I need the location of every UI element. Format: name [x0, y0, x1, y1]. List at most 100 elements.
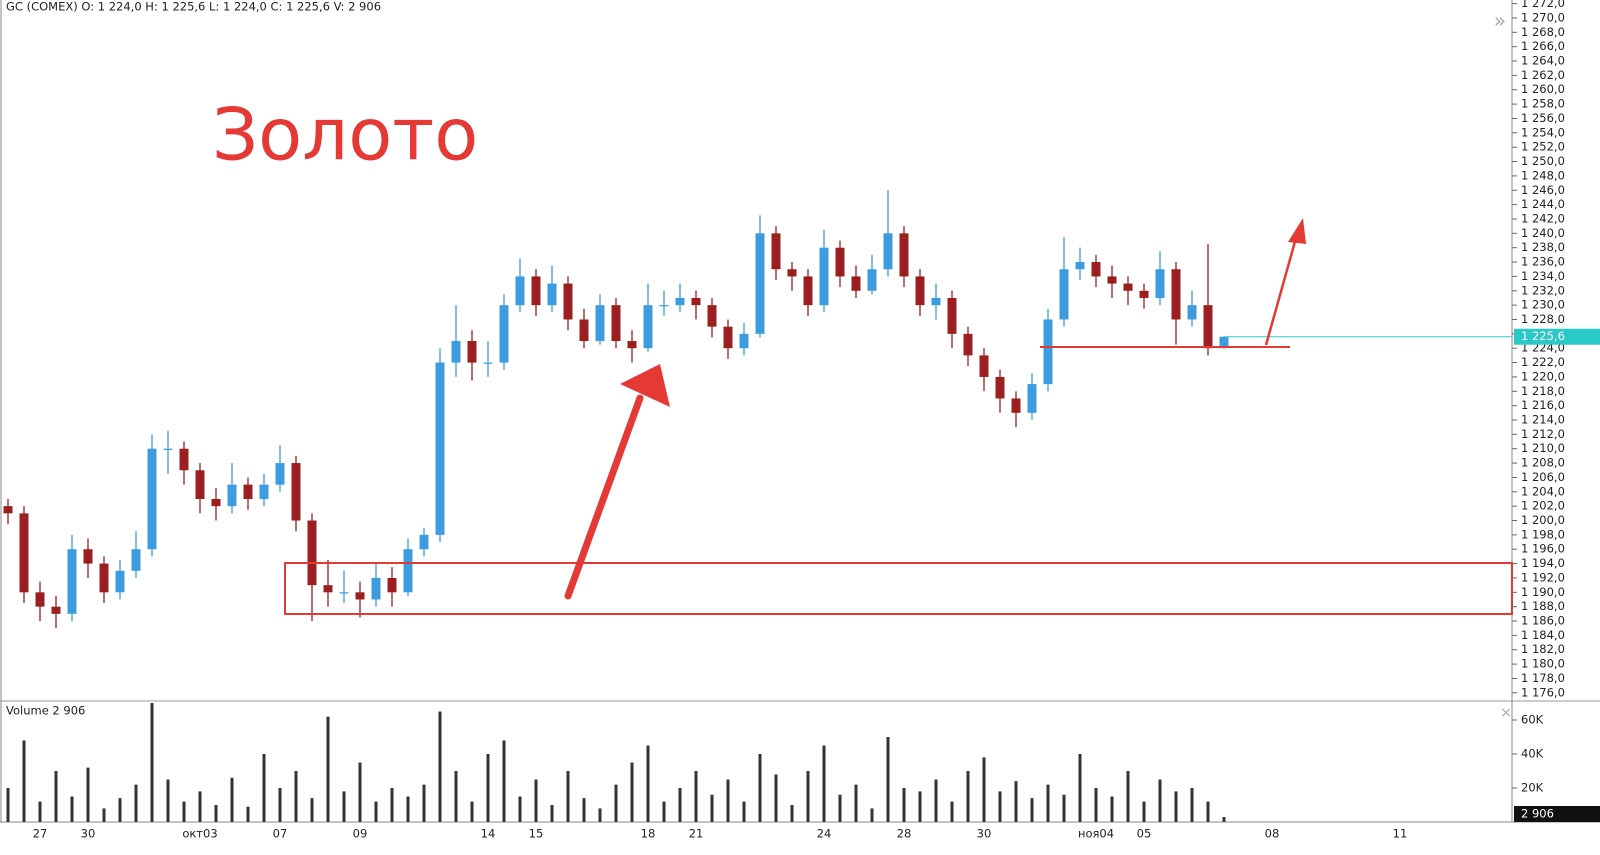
y-tick-label: 1 238,0	[1521, 240, 1565, 254]
x-tick-label: 30	[977, 827, 992, 841]
y-tick-label: 1 244,0	[1521, 197, 1565, 211]
candle-body	[131, 549, 141, 571]
volume-bar	[1174, 791, 1178, 822]
x-tick-label: 18	[641, 827, 656, 841]
candle-body	[563, 283, 573, 320]
x-tick-label: 14	[481, 827, 496, 841]
candle-body	[1075, 262, 1085, 270]
volume-bar	[518, 796, 522, 822]
candle-body	[195, 470, 205, 499]
volume-bar	[294, 771, 298, 822]
x-tick-label: окт03	[182, 827, 217, 841]
y-tick-label: 1 180,0	[1521, 657, 1565, 671]
candle-body	[355, 592, 365, 600]
volume-bar	[694, 771, 698, 822]
volume-bar	[166, 779, 170, 822]
arrow-shaft	[1264, 237, 1298, 346]
y-tick-label: 1 216,0	[1521, 398, 1565, 412]
candle-body	[1203, 305, 1213, 349]
y-tick-label: 1 184,0	[1521, 628, 1565, 642]
volume-bar	[822, 745, 826, 822]
close-icon[interactable]: ×	[1500, 705, 1512, 721]
candle-body	[147, 448, 157, 550]
volume-bar	[1094, 788, 1098, 822]
y-tick-label: 1 214,0	[1521, 413, 1565, 427]
y-tick-label: 1 246,0	[1521, 183, 1565, 197]
candle-body	[867, 269, 877, 291]
candle-body	[627, 341, 637, 349]
candle-body	[659, 305, 669, 307]
volume-bar	[486, 754, 490, 822]
volume-bar	[1014, 781, 1018, 822]
y-tick-label: 1 202,0	[1521, 499, 1565, 513]
y-tick-label: 1 234,0	[1521, 269, 1565, 283]
candle-body	[1059, 269, 1069, 320]
y-tick-label: 1 256,0	[1521, 111, 1565, 125]
candle-body	[803, 276, 813, 306]
y-tick-label: 1 200,0	[1521, 513, 1565, 527]
volume-bar	[1222, 817, 1226, 822]
y-tick-label: 1 186,0	[1521, 614, 1565, 628]
volume-bar	[54, 771, 58, 822]
volume-bar	[374, 801, 378, 822]
candle-body	[403, 549, 413, 593]
last-volume-box	[1514, 806, 1600, 822]
volume-bar	[502, 740, 506, 822]
candle-body	[243, 484, 253, 499]
volume-bar	[966, 771, 970, 822]
candle-body	[467, 341, 477, 363]
x-tick-label: 28	[897, 827, 912, 841]
x-tick-label: 08	[1265, 827, 1280, 841]
y-tick-label: 1 240,0	[1521, 226, 1565, 240]
chart-title: Золото	[212, 93, 478, 177]
y-tick-label: 1 264,0	[1521, 54, 1565, 68]
candle-body	[611, 305, 621, 342]
y-tick-label: 1 194,0	[1521, 556, 1565, 570]
candle-body	[691, 297, 701, 306]
candle-body	[51, 606, 61, 614]
volume-bar	[550, 805, 554, 822]
volume-bar	[422, 784, 426, 822]
candle-body	[995, 376, 1005, 399]
candle-body	[707, 305, 717, 327]
candle-body	[483, 362, 493, 364]
volume-bar	[102, 808, 106, 822]
candle-body	[275, 463, 285, 485]
volume-bar	[1046, 784, 1050, 822]
candle-body	[115, 570, 125, 593]
y-tick-label: 1 270,0	[1521, 10, 1565, 24]
volume-bar	[614, 784, 618, 822]
volume-bar	[806, 771, 810, 822]
volume-bar	[790, 805, 794, 822]
volume-bar	[566, 771, 570, 822]
volume-bar	[454, 771, 458, 822]
candle-body	[723, 326, 733, 349]
candle-body	[323, 585, 333, 593]
x-tick-label: 21	[689, 827, 704, 841]
x-tick-label: 15	[529, 827, 544, 841]
candle-body	[883, 233, 893, 270]
volume-bar	[678, 788, 682, 822]
volume-bar	[726, 779, 730, 822]
x-tick-label: 27	[33, 827, 48, 841]
candle-body	[1219, 336, 1229, 349]
volume-bar	[310, 798, 314, 822]
candle-body	[419, 534, 429, 550]
y-tick-label: 1 232,0	[1521, 283, 1565, 297]
volume-bar	[406, 796, 410, 822]
volume-bar	[758, 754, 762, 822]
candle-body	[3, 506, 13, 514]
y-tick-label: 1 266,0	[1521, 39, 1565, 53]
last-volume-label: 2 906	[1521, 807, 1554, 821]
volume-bar	[710, 794, 714, 822]
candle-body	[851, 276, 861, 291]
candle-body	[1027, 384, 1037, 413]
volume-bar	[774, 774, 778, 822]
x-tick-label: 30	[81, 827, 96, 841]
volume-bar	[662, 801, 666, 822]
y-tick-label: 1 268,0	[1521, 25, 1565, 39]
volume-bar	[582, 798, 586, 822]
y-tick-label: 1 254,0	[1521, 125, 1565, 139]
collapse-icon[interactable]: »	[1494, 9, 1506, 33]
